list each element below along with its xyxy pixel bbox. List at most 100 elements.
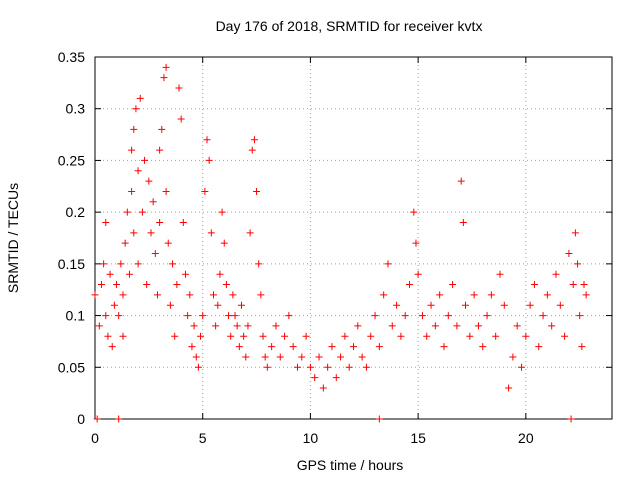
- data-point: [311, 374, 319, 382]
- data-point: [522, 332, 530, 340]
- data-point: [375, 415, 383, 423]
- axis-ticks: 0 0.05 0.1 0.15 0.2 0.25 0.3 0.35 0 5 10 15 20: [58, 49, 612, 446]
- data-point: [188, 343, 196, 351]
- data-point: [418, 312, 426, 320]
- data-point: [231, 312, 239, 320]
- data-point: [539, 312, 547, 320]
- data-point: [216, 270, 224, 278]
- data-point: [268, 343, 276, 351]
- data-point: [134, 167, 142, 175]
- data-point: [222, 281, 230, 289]
- data-point: [194, 363, 202, 371]
- data-point: [220, 239, 228, 247]
- data-point: [136, 94, 144, 102]
- data-point: [121, 239, 129, 247]
- data-point: [285, 312, 293, 320]
- data-point: [474, 322, 482, 330]
- data-point: [319, 384, 327, 392]
- data-point: [362, 363, 370, 371]
- data-point: [130, 229, 138, 237]
- data-point: [214, 301, 222, 309]
- data-point: [250, 136, 258, 144]
- y-tick-label: 0.05: [58, 359, 85, 375]
- data-point: [552, 270, 560, 278]
- data-point: [393, 301, 401, 309]
- data-point: [240, 332, 248, 340]
- data-point: [410, 208, 418, 216]
- data-point: [276, 353, 284, 361]
- data-point: [354, 322, 362, 330]
- data-point: [375, 343, 383, 351]
- data-point: [548, 322, 556, 330]
- y-tick-label: 0.3: [66, 101, 86, 117]
- data-point: [242, 353, 250, 361]
- y-axis-label: SRMTID / TECUs: [5, 183, 21, 293]
- data-point: [119, 291, 127, 299]
- data-point: [406, 281, 414, 289]
- data-point: [427, 301, 435, 309]
- data-point: [171, 332, 179, 340]
- data-point: [263, 363, 271, 371]
- data-point: [315, 353, 323, 361]
- plot-frame: [94, 56, 613, 420]
- data-point: [509, 353, 517, 361]
- data-point: [156, 218, 164, 226]
- data-point: [115, 312, 123, 320]
- data-point: [95, 322, 103, 330]
- data-point: [102, 218, 110, 226]
- data-point: [431, 322, 439, 330]
- data-point: [162, 63, 170, 71]
- data-point: [108, 343, 116, 351]
- data-point: [535, 343, 543, 351]
- data-point: [302, 332, 310, 340]
- data-point: [444, 312, 452, 320]
- y-tick-label: 0.25: [58, 152, 85, 168]
- data-point: [177, 115, 185, 123]
- data-point: [500, 301, 508, 309]
- data-point: [462, 301, 470, 309]
- data-point: [253, 187, 261, 195]
- data-point: [526, 301, 534, 309]
- data-point: [199, 312, 207, 320]
- data-point: [496, 270, 504, 278]
- data-point: [561, 332, 569, 340]
- data-point: [582, 291, 590, 299]
- x-axis-label: GPS time / hours: [297, 457, 404, 473]
- data-point: [134, 260, 142, 268]
- data-point: [227, 332, 235, 340]
- data-point: [119, 332, 127, 340]
- data-point: [128, 146, 136, 154]
- x-tick-label: 15: [410, 430, 426, 446]
- data-point: [255, 260, 263, 268]
- data-point: [138, 208, 146, 216]
- data-point: [466, 332, 474, 340]
- data-point: [483, 312, 491, 320]
- data-point: [367, 332, 375, 340]
- y-tick-label: 0.2: [66, 204, 86, 220]
- grid-lines: [95, 57, 612, 419]
- data-point: [225, 312, 233, 320]
- x-tick-label: 10: [303, 430, 319, 446]
- data-point: [179, 218, 187, 226]
- data-point: [457, 177, 465, 185]
- data-point: [345, 363, 353, 371]
- data-point: [104, 332, 112, 340]
- data-point: [197, 332, 205, 340]
- data-point: [153, 291, 161, 299]
- data-point: [332, 374, 340, 382]
- data-point: [518, 363, 526, 371]
- data-point: [479, 343, 487, 351]
- data-point: [261, 353, 269, 361]
- data-point: [341, 332, 349, 340]
- data-point: [164, 239, 172, 247]
- data-point: [453, 322, 461, 330]
- data-point: [257, 291, 265, 299]
- data-point: [337, 353, 345, 361]
- data-point: [235, 343, 243, 351]
- data-point: [125, 270, 133, 278]
- data-point: [578, 343, 586, 351]
- data-point: [436, 291, 444, 299]
- data-point: [91, 291, 99, 299]
- data-point: [248, 146, 256, 154]
- data-point: [306, 363, 314, 371]
